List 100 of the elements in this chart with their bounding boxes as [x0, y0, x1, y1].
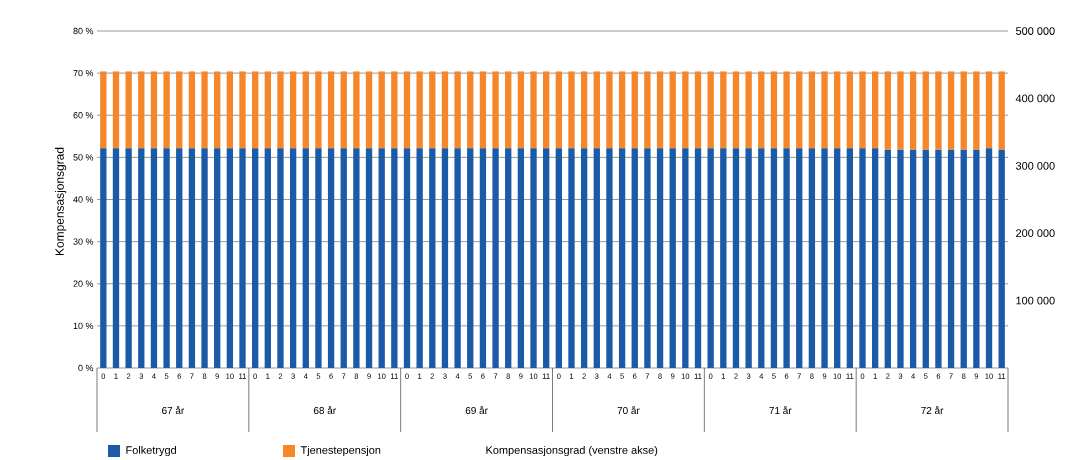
bar [277, 148, 284, 368]
bar [138, 71, 145, 149]
bar [441, 148, 449, 368]
bar [656, 148, 664, 368]
bar [871, 148, 879, 368]
bar [821, 71, 828, 149]
bar [188, 148, 196, 368]
bar [302, 148, 309, 368]
bar [492, 148, 499, 368]
bar [580, 71, 588, 149]
bar [758, 148, 765, 368]
bar [745, 71, 752, 149]
bar [834, 71, 841, 149]
bar [555, 148, 562, 368]
y-tick-label: 10 % [73, 322, 94, 330]
bar [429, 148, 436, 368]
bar [479, 71, 487, 149]
bar [720, 148, 727, 368]
bar [441, 71, 449, 149]
bar [580, 148, 588, 368]
text: 67 år [162, 405, 185, 415]
bar [821, 148, 828, 368]
y-axis-title: Kompensasjonsgrad [55, 147, 67, 256]
bar [884, 149, 891, 368]
bar [770, 148, 778, 368]
bar [416, 71, 423, 149]
bar [669, 71, 676, 149]
y2-tick-label: 500 000 [1015, 27, 1055, 35]
bar [188, 71, 196, 149]
y-tick-label: 20 % [73, 280, 94, 287]
bar [239, 71, 246, 149]
bar [100, 148, 107, 368]
bar [365, 71, 373, 149]
bar [922, 149, 929, 368]
text: 72 år [921, 405, 944, 415]
bar [391, 71, 398, 149]
y2-tick-label: 100 000 [1016, 296, 1055, 305]
bar [517, 71, 525, 149]
bar [239, 148, 246, 368]
bar [429, 71, 436, 149]
bar [277, 71, 284, 149]
bar [302, 71, 309, 149]
bar [315, 71, 322, 149]
bar [846, 148, 854, 368]
bar [745, 148, 752, 368]
y-tick-label: 50 % [73, 154, 94, 161]
bar [150, 71, 158, 149]
bar [467, 148, 474, 368]
bar [998, 71, 1005, 150]
bar [593, 148, 600, 368]
bar [530, 148, 537, 368]
y-tick-label: 40 % [73, 196, 94, 203]
bar [606, 148, 613, 368]
bar [973, 71, 980, 150]
bar [694, 71, 702, 149]
bar [656, 71, 664, 149]
text: 70 år [617, 405, 640, 415]
bar [454, 148, 461, 368]
bar [214, 71, 221, 149]
bar [808, 148, 816, 368]
y-tick-label: 70 % [73, 69, 94, 77]
bar [783, 71, 790, 149]
bar [138, 148, 145, 368]
bar [365, 148, 373, 368]
bar [176, 71, 183, 149]
bar [568, 148, 575, 368]
bar [340, 148, 347, 368]
bar [884, 71, 891, 150]
bar [315, 148, 322, 368]
bar [163, 148, 170, 368]
bar [758, 71, 765, 149]
bar [467, 71, 474, 149]
bar [796, 71, 803, 149]
bar [707, 148, 714, 368]
bar [530, 71, 537, 149]
bar [150, 148, 158, 368]
bar [416, 148, 423, 368]
bar [403, 148, 411, 368]
bar [859, 148, 866, 368]
legend-label: Tjenestepensjon [300, 445, 381, 457]
bar [289, 148, 297, 368]
bar [112, 71, 120, 149]
bar [252, 71, 259, 149]
bar [808, 71, 816, 149]
bar [517, 148, 525, 368]
y-tick-label: 0 % [78, 364, 94, 372]
bar [947, 149, 955, 368]
bar [732, 71, 740, 149]
bar [555, 71, 562, 149]
bar [618, 71, 626, 149]
bar [201, 148, 208, 368]
bar [947, 71, 955, 150]
bar [631, 148, 638, 368]
bar [353, 148, 360, 368]
bar [644, 71, 651, 149]
y-tick-label: 60 % [73, 112, 94, 119]
bar [732, 148, 740, 368]
bar [631, 71, 638, 149]
bar [985, 71, 993, 149]
bar [682, 71, 689, 149]
